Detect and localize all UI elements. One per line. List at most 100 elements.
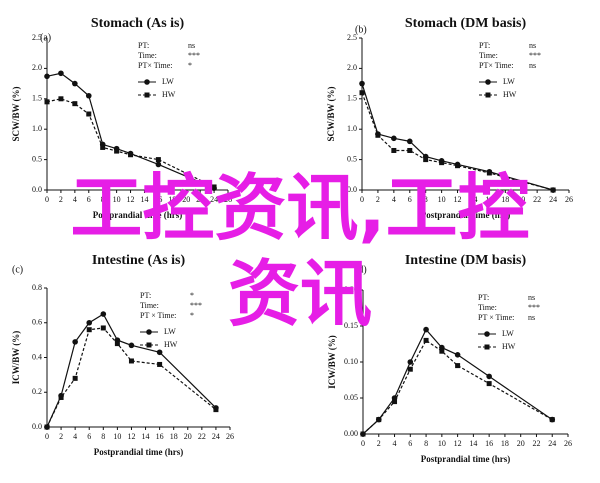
legend-label: HW xyxy=(502,342,516,351)
marker xyxy=(155,157,161,163)
stat-value: ns xyxy=(529,61,536,70)
marker xyxy=(549,417,555,423)
stat-label: PT × Time: xyxy=(478,313,514,322)
x-tick-label: 10 xyxy=(113,195,121,204)
marker xyxy=(85,92,92,99)
x-tick-label: 4 xyxy=(73,432,77,441)
y-tick-label: 0.20 xyxy=(344,285,358,294)
stat-label: PT: xyxy=(138,41,149,50)
legend-label: HW xyxy=(503,90,517,99)
x-tick-label: 14 xyxy=(142,432,150,441)
marker xyxy=(156,349,163,356)
stat-value: ns xyxy=(529,41,536,50)
x-tick-label: 2 xyxy=(59,432,63,441)
marker xyxy=(360,431,366,437)
x-tick-label: 18 xyxy=(501,439,509,448)
y-tick-label: 1.0 xyxy=(32,124,42,133)
marker xyxy=(44,424,50,430)
marker xyxy=(439,348,445,354)
series-line xyxy=(46,313,217,428)
stat-value: ns xyxy=(528,293,535,302)
marker xyxy=(391,147,397,153)
x-tick-label: 18 xyxy=(170,432,178,441)
x-tick-label: 8 xyxy=(101,195,105,204)
y-tick-label: 0.05 xyxy=(344,393,358,402)
marker xyxy=(392,399,398,405)
x-tick-label: 22 xyxy=(196,195,204,204)
x-tick-label: 26 xyxy=(564,439,572,448)
x-tick-label: 16 xyxy=(156,432,164,441)
legend-marker xyxy=(485,79,491,85)
x-tick-label: 14 xyxy=(469,195,477,204)
y-tick-label: 0.15 xyxy=(344,321,358,330)
x-tick-label: 8 xyxy=(424,439,428,448)
chart-title: Stomach (DM basis) xyxy=(405,16,527,31)
x-tick-label: 18 xyxy=(168,195,176,204)
marker xyxy=(44,99,50,105)
y-tick-label: 1.5 xyxy=(32,94,42,103)
legend-label: LW xyxy=(162,77,174,86)
x-tick-label: 0 xyxy=(361,439,365,448)
y-tick-label: 0.0 xyxy=(32,422,42,431)
watermark: 资讯 xyxy=(227,252,372,336)
legend-label: LW xyxy=(164,327,176,336)
y-tick-label: 2.5 xyxy=(347,33,357,42)
y-tick-label: 0.5 xyxy=(32,154,42,163)
marker xyxy=(211,184,217,190)
x-tick-label: 26 xyxy=(224,195,232,204)
x-tick-label: 6 xyxy=(408,439,412,448)
legend-marker xyxy=(484,344,490,350)
x-tick-label: 8 xyxy=(424,195,428,204)
marker xyxy=(407,366,413,372)
marker xyxy=(407,359,414,365)
marker xyxy=(114,341,120,347)
legend-label: LW xyxy=(502,329,514,338)
x-tick-label: 12 xyxy=(127,432,135,441)
legend-marker xyxy=(146,329,152,335)
marker xyxy=(155,161,162,168)
x-tick-label: 14 xyxy=(140,195,148,204)
marker xyxy=(86,327,92,333)
x-tick-label: 26 xyxy=(565,195,573,204)
marker xyxy=(213,407,219,413)
x-tick-label: 12 xyxy=(454,439,462,448)
marker xyxy=(359,90,365,96)
legend-label: HW xyxy=(162,90,176,99)
x-axis-label: Postprandial time (hrs) xyxy=(421,454,511,464)
legend-marker xyxy=(484,331,490,337)
legend-marker xyxy=(146,342,152,348)
legend-marker xyxy=(485,92,491,98)
stat-label: PT × Time: xyxy=(140,311,176,320)
marker xyxy=(128,358,134,364)
legend-marker xyxy=(146,342,152,348)
marker xyxy=(359,80,365,87)
legend-marker xyxy=(144,92,150,98)
y-tick-label: 0.2 xyxy=(32,387,42,396)
marker xyxy=(157,361,163,367)
stat-label: PT: xyxy=(479,41,490,50)
y-tick-label: 2.5 xyxy=(32,33,42,42)
chart-title: Intestine (DM basis) xyxy=(405,253,527,268)
x-tick-label: 16 xyxy=(485,439,493,448)
marker xyxy=(128,152,134,158)
marker xyxy=(406,138,413,145)
marker xyxy=(486,381,492,387)
marker xyxy=(58,394,64,400)
x-tick-label: 6 xyxy=(87,195,91,204)
marker xyxy=(486,373,492,380)
marker xyxy=(376,417,382,423)
marker xyxy=(423,326,429,333)
marker xyxy=(72,80,78,87)
chart-title: Stomach (As is) xyxy=(91,16,185,31)
x-tick-label: 14 xyxy=(469,439,477,448)
x-tick-label: 20 xyxy=(184,432,192,441)
x-tick-label: 12 xyxy=(127,195,135,204)
legend-label: HW xyxy=(164,340,178,349)
stat-value: * xyxy=(190,291,194,300)
stat-value: ns xyxy=(188,41,195,50)
stat-label: Time: xyxy=(478,303,497,312)
y-axis-label: ICW/BW (%) xyxy=(327,335,337,389)
x-tick-label: 20 xyxy=(517,439,525,448)
marker xyxy=(114,148,120,154)
marker xyxy=(454,352,461,358)
